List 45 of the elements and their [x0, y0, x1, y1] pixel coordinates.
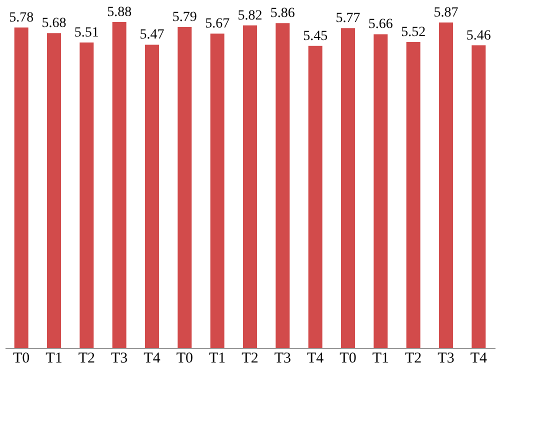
data-label: 5.87 — [434, 6, 458, 21]
x-tick-label: T4 — [306, 350, 324, 366]
data-label: 5.88 — [107, 5, 132, 20]
bar — [374, 34, 388, 348]
x-tick-label: T1 — [46, 350, 62, 366]
bar — [276, 23, 290, 348]
x-tick-label: T3 — [438, 350, 454, 366]
data-label: 5.45 — [303, 28, 328, 44]
x-tick-label: T2 — [404, 350, 422, 366]
x-tick-label: T2 — [78, 350, 96, 366]
x-tick-label: T4 — [470, 350, 488, 366]
data-label: 5.66 — [368, 17, 393, 32]
bar — [210, 34, 224, 348]
data-label: 5.77 — [336, 11, 360, 26]
data-label: 5.67 — [205, 16, 230, 32]
x-tick-label: T0 — [340, 350, 356, 366]
data-label: 5.68 — [42, 16, 66, 32]
bar — [406, 42, 420, 348]
data-label: 5.82 — [238, 8, 262, 24]
data-label: 5.79 — [172, 10, 197, 25]
x-tick-label: T0 — [176, 350, 194, 366]
x-tick-label: T0 — [12, 350, 30, 366]
x-tick-label: T2 — [242, 350, 258, 366]
data-label: 5.47 — [140, 28, 164, 43]
data-label: 5.86 — [270, 6, 295, 22]
bar — [14, 28, 28, 348]
data-label: 5.46 — [466, 28, 491, 44]
bar — [243, 25, 257, 348]
bar — [178, 26, 192, 348]
data-label: 5.51 — [74, 26, 99, 41]
data-label: 5.78 — [9, 10, 34, 26]
bar — [112, 22, 126, 348]
data-label: 5.52 — [401, 24, 426, 40]
x-tick-label: T3 — [110, 350, 128, 366]
bar — [472, 45, 486, 348]
bar — [145, 44, 159, 348]
bar — [439, 22, 453, 348]
x-tick-label: T1 — [208, 350, 226, 366]
x-tick-label: T1 — [372, 350, 390, 366]
bar — [341, 28, 355, 348]
bar — [80, 42, 94, 348]
bar — [308, 46, 322, 348]
bar — [47, 33, 61, 348]
x-tick-label: T3 — [274, 350, 292, 366]
x-tick-label: T4 — [144, 350, 161, 366]
